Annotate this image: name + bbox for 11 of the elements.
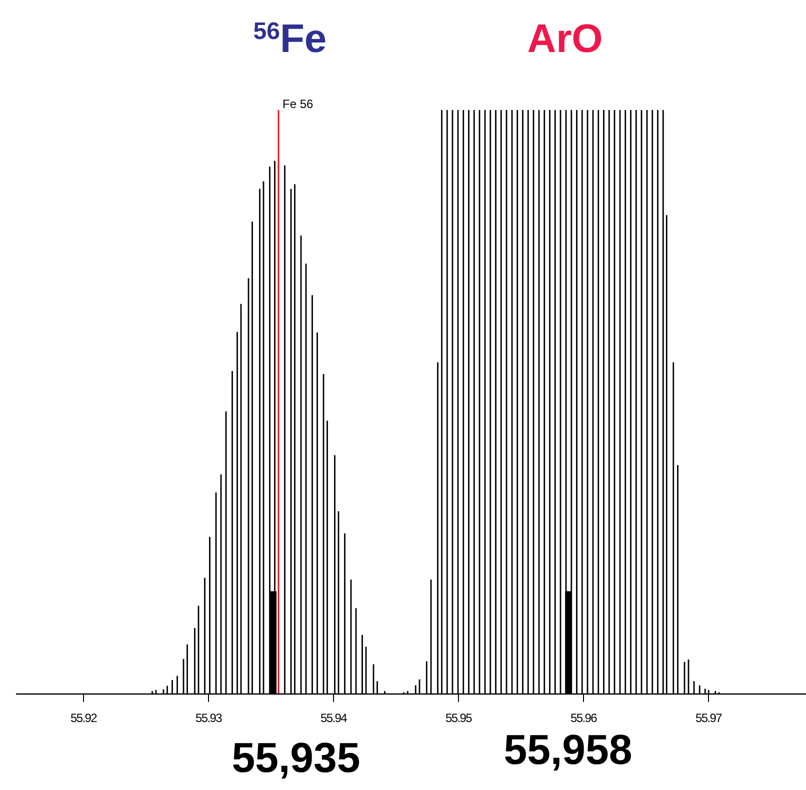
x-tick-label: 55.94 (320, 711, 348, 725)
x-tick-label: 55.96 (570, 711, 598, 725)
x-tick-label: 55.97 (695, 711, 723, 725)
text: 55,958 (504, 726, 632, 773)
x-tick-label: 55.92 (70, 711, 98, 725)
text: ArO (527, 17, 603, 61)
ref-line-label: Fe 56 (282, 97, 314, 111)
x-tick-label: 55.93 (195, 711, 223, 725)
text: 55,935 (232, 734, 360, 781)
text: $^{56}$Fe (253, 17, 327, 61)
x-tick-label: 55.95 (445, 711, 473, 725)
